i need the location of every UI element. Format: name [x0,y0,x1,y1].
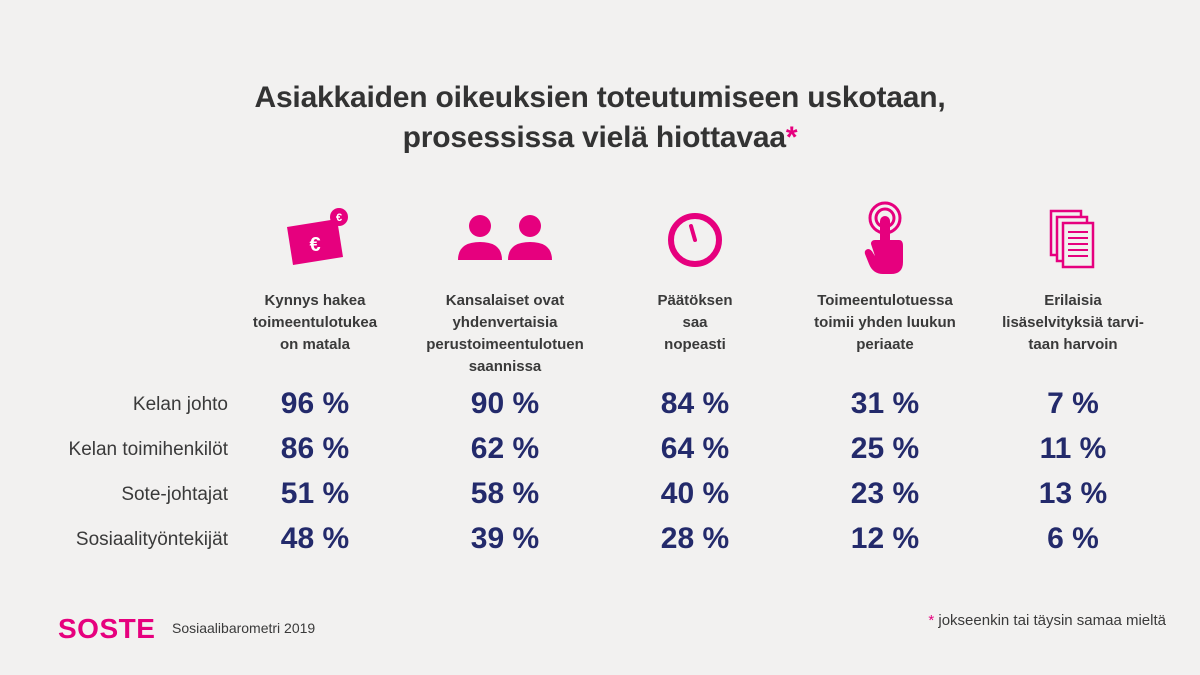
value-cell: 23 % [850,477,920,510]
column-header-4: Toimeentulotuessa toimii yhden luukun pe… [790,200,980,356]
column-label-3: Päätöksen saa nopeasti [657,292,733,353]
value-cell: 7 % [1047,387,1099,420]
value-cell: 13 % [1038,477,1108,510]
value-cell: 58 % [470,477,540,510]
touch-hand-icon [790,200,980,280]
column-label-5: Erilaisia lisäselvityksiä tarvi- taan ha… [1002,292,1144,353]
value-cell: 28 % [660,522,730,555]
documents-icon [978,200,1168,280]
value-cell: 48 % [280,522,350,555]
people-icon [410,200,600,280]
value-cell: 84 % [660,387,730,420]
value-cell: 64 % [660,432,730,465]
column-header-2: Kansalaiset ovat yhdenvertaisia perustoi… [410,200,600,378]
chart-title: Asiakkaiden oikeuksien toteutumiseen usk… [0,78,1200,158]
row-label-sote-johtajat: Sote-johtajat [121,484,228,505]
row-label-sosiaalityontekijat: Sosiaalityöntekijät [75,529,228,550]
value-cell: 51 % [280,477,350,510]
value-cell: 25 % [850,432,920,465]
column-label-1: Kynnys hakea toimeentulotukea on matala [252,292,378,353]
title-line-2-text: prosessissa vielä hiottavaa [402,121,786,154]
value-cell: 62 % [470,432,540,465]
title-line-1: Asiakkaiden oikeuksien toteutumiseen usk… [254,81,946,114]
column-header-3: Päätöksen saa nopeasti [600,200,790,356]
value-cell: 96 % [280,387,350,420]
footnote: * jokseenkin tai täysin samaa mieltä [928,612,1166,629]
column-label-4: Toimeentulotuessa toimii yhden luukun pe… [814,292,956,353]
value-cell: 6 % [1047,522,1099,555]
footnote-asterisk: * [928,612,935,629]
money-euro-icon: € € [220,200,410,280]
soste-logo: SOSTE [58,613,156,644]
column-label-2: Kansalaiset ovat yhdenvertaisia perustoi… [426,292,584,375]
value-cell: 90 % [470,387,540,420]
value-cell: 40 % [660,477,730,510]
svg-text:€: € [336,212,342,224]
source-text: Sosiaalibarometri 2019 [172,620,316,636]
footnote-text: jokseenkin tai täysin samaa mieltä [934,612,1166,629]
value-cell: 31 % [850,387,920,420]
title-asterisk: * [785,121,798,154]
row-label-kelan-johto: Kelan johto [132,394,228,415]
value-cell: 86 % [280,432,350,465]
title-line-2: prosessissa vielä hiottavaa* [0,118,1200,158]
svg-text:€: € [309,234,320,256]
row-label-kelan-toimihenkilot: Kelan toimihenkilöt [68,439,228,460]
value-cell: 12 % [850,522,920,555]
value-cell: 39 % [470,522,540,555]
column-header-1: € € Kynnys hakea toimeentulotukea on mat… [220,200,410,356]
clock-icon [600,200,790,280]
value-cell: 11 % [1039,432,1107,465]
column-header-5: Erilaisia lisäselvityksiä tarvi- taan ha… [978,200,1168,356]
